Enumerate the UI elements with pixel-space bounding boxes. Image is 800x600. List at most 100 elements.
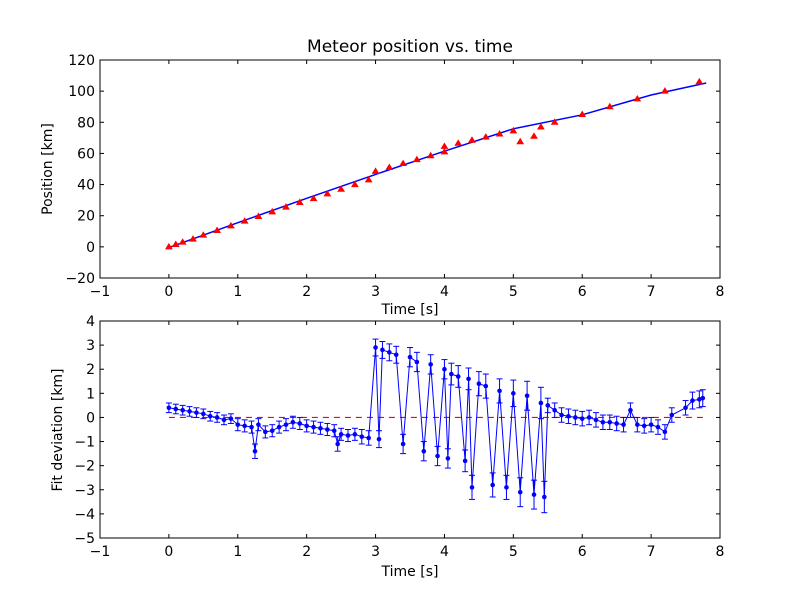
deviation-point	[579, 416, 585, 421]
position-plot-data	[165, 77, 707, 250]
deviation-point	[276, 424, 282, 430]
deviation-plot-y-tick-label: 2	[86, 362, 95, 378]
deviation-point	[542, 494, 547, 500]
deviation-point	[393, 352, 399, 358]
deviation-point	[331, 428, 337, 434]
observation-point	[171, 240, 180, 248]
deviation-point	[242, 423, 247, 429]
observation-point	[516, 137, 525, 145]
deviation-point	[166, 405, 172, 411]
observation-point	[227, 221, 235, 229]
deviation-point	[252, 448, 258, 454]
position-plot-ylabel: Position [km]	[40, 123, 56, 215]
deviation-point	[435, 453, 440, 459]
position-plot-ticks: −1 0 1 2 3 4 5 6 7 8 −20 0 20 40 60 80 100 120	[65, 53, 724, 300]
observation-point	[550, 118, 559, 125]
deviation-plot-ylabel: Fit deviation [km]	[50, 368, 66, 491]
deviation-point	[559, 412, 564, 418]
deviation-plot-y-tick-label: 1	[86, 386, 95, 402]
deviation-point	[628, 407, 633, 413]
deviation-point	[483, 383, 489, 389]
deviation-point	[214, 415, 220, 420]
deviation-point	[173, 406, 179, 412]
deviation-point	[614, 421, 619, 426]
deviation-point	[700, 395, 706, 401]
deviation-point	[538, 400, 544, 406]
observation-point	[468, 136, 476, 143]
observation-point	[165, 242, 173, 250]
deviation-plot-x-tick-label: 0	[164, 544, 173, 560]
position-plot-y-tick-label: 120	[68, 53, 95, 69]
observation-point	[371, 167, 380, 174]
observation-point	[254, 212, 263, 219]
position-plot-y-tick-label: 100	[68, 84, 95, 100]
deviation-point	[655, 424, 661, 430]
deviation-point	[490, 482, 495, 488]
deviation-point	[511, 391, 516, 396]
deviation-point	[607, 419, 613, 425]
observation-point	[509, 126, 518, 134]
deviation-point	[497, 388, 502, 394]
observation-point	[323, 189, 332, 197]
deviation-plot-x-tick-label: 5	[509, 544, 518, 560]
position-plot-x-tick-label: 4	[440, 284, 449, 300]
deviation-point	[552, 407, 557, 413]
deviation-plot-ticks: −1 0 1 2 3 4 5 6 7 8 −5 −4 −3 −2 −1 0 1 2 3 4	[74, 314, 724, 560]
observation-point	[413, 155, 421, 163]
observation-point	[199, 231, 208, 238]
deviation-point	[256, 422, 261, 427]
observation-point	[295, 198, 304, 205]
observation-point	[189, 235, 197, 242]
observation-point	[399, 159, 407, 167]
deviation-point	[201, 411, 206, 417]
deviation-point	[690, 398, 695, 403]
observation-point	[605, 102, 614, 110]
deviation-plot-y-tick-label: 3	[86, 338, 95, 354]
observation-point	[351, 180, 359, 188]
observation-point	[633, 94, 642, 102]
deviation-plot-y-tick-label: 4	[86, 314, 95, 330]
deviation-plot-y-tick-label: −1	[74, 435, 95, 451]
deviation-point	[352, 432, 358, 437]
deviation-point	[387, 350, 392, 355]
deviation-point	[304, 423, 309, 429]
observation-point	[495, 129, 504, 137]
observation-point	[440, 147, 449, 155]
deviation-plot: −1 0 1 2 3 4 5 6 7 8 −5 −4 −3 −2 −1 0 1 2 3 4 Time [s] Fit …	[50, 314, 724, 580]
position-plot-x-tick-label: 0	[164, 284, 173, 300]
observation-point	[337, 185, 345, 192]
deviation-plot-y-tick-label: −5	[74, 531, 95, 547]
deviation-point	[449, 371, 454, 377]
deviation-plot-y-tick-label: −2	[74, 459, 95, 475]
deviation-point	[531, 492, 537, 497]
deviation-point	[566, 413, 571, 419]
position-plot-x-tick-label: 8	[716, 284, 725, 300]
deviation-plot-x-tick-label: 2	[302, 544, 311, 560]
position-plot-x-tick-label: 1	[233, 284, 242, 300]
deviation-point	[235, 422, 241, 427]
deviation-point	[414, 359, 420, 365]
deviation-point	[600, 419, 606, 425]
position-plot-y-tick-label: 40	[77, 178, 95, 194]
position-plot-y-tick-label: 80	[77, 115, 95, 131]
position-plot-x-tick-label: 3	[371, 284, 380, 300]
deviation-point	[318, 425, 323, 431]
observation-point	[213, 226, 221, 234]
deviation-point	[662, 429, 668, 435]
deviation-point	[442, 366, 447, 372]
observation-point	[537, 122, 545, 130]
deviation-point	[648, 422, 654, 427]
position-plot-area	[100, 60, 720, 278]
deviation-point	[376, 436, 382, 442]
deviation-point	[469, 485, 475, 490]
deviation-plot-y-tick-label: 0	[86, 410, 95, 426]
deviation-point	[593, 417, 599, 423]
observation-point	[178, 238, 187, 245]
deviation-point	[635, 422, 640, 427]
deviation-point	[466, 376, 471, 382]
position-plot-frame	[99, 59, 721, 279]
deviation-plot-x-tick-label: 6	[578, 544, 587, 560]
deviation-plot-data	[165, 338, 707, 514]
position-plot-y-tick-label: 0	[86, 240, 95, 256]
